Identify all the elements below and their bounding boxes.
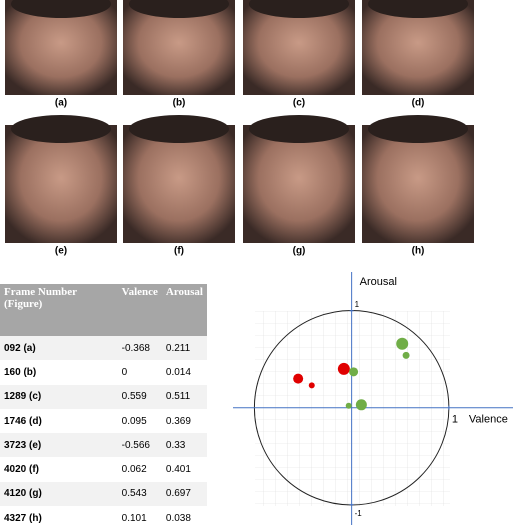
x-tick-label: 1 — [452, 414, 458, 426]
table-row: 3723 (e) -0.566 0.33 — [0, 433, 207, 458]
cell: 0.211 — [161, 336, 207, 361]
figure-label: (b) — [173, 98, 186, 109]
point — [396, 337, 409, 350]
cell: 0.038 — [165, 512, 191, 524]
face-hair — [249, 0, 349, 18]
point — [345, 402, 352, 409]
point — [355, 399, 367, 411]
point — [402, 351, 410, 359]
face-photo — [123, 125, 235, 243]
cell: 1746 (d) — [4, 415, 42, 427]
cell: 0.697 — [161, 481, 207, 507]
y-tick-label: -1 — [355, 509, 363, 518]
cell: 0.559 — [117, 384, 162, 409]
point — [337, 362, 350, 375]
cell: 0.014 — [165, 366, 191, 378]
cell: 0.101 — [121, 512, 147, 524]
x-axis-label: Valence — [469, 414, 508, 426]
point — [293, 373, 304, 384]
cell: 0.511 — [161, 384, 207, 409]
figure-label: (a) — [55, 98, 67, 109]
cell: 0.543 — [117, 481, 162, 507]
table-row: 4327 (h) 0.101 0.038 — [0, 506, 207, 530]
table-row: 1746 (d) 0.095 0.369 — [0, 409, 207, 433]
face-hair — [129, 0, 229, 18]
face-hair — [11, 0, 111, 18]
cell: 1289 (c) — [0, 384, 118, 409]
figure-label: (c) — [293, 98, 305, 109]
figure-label: (f) — [174, 246, 184, 257]
grid — [255, 311, 450, 506]
face-hair — [368, 115, 468, 143]
figure-label: (g) — [293, 246, 306, 257]
face-photo — [362, 125, 474, 243]
table-row: 1289 (c) 0.559 0.511 — [0, 384, 207, 409]
cell: 0.062 — [121, 464, 147, 476]
face-photo — [243, 125, 355, 243]
cell: 160 (b) — [4, 366, 37, 378]
point — [308, 382, 315, 389]
cell: 4327 (h) — [4, 512, 42, 524]
figure-label: (e) — [55, 246, 67, 257]
table-row: 160 (b) 0 0.014 — [0, 360, 207, 384]
cell: -0.368 — [117, 336, 162, 361]
figure-label: (h) — [412, 246, 425, 257]
table-row: 4020 (f) 0.062 0.401 — [0, 457, 207, 481]
header-cell: Arousal — [161, 284, 207, 336]
cell: 0.33 — [161, 433, 207, 458]
header-cell: Valence — [117, 284, 162, 336]
table-row: 092 (a) -0.368 0.211 — [0, 336, 207, 361]
cell: 0.095 — [121, 415, 147, 427]
cell: 092 (a) — [0, 336, 118, 361]
y-axis-label: Arousal — [360, 276, 397, 288]
figure-label: (d) — [412, 98, 425, 109]
cell: 0.401 — [165, 464, 191, 476]
cell: 0.369 — [165, 415, 191, 427]
cell: -0.566 — [117, 433, 162, 458]
cell: 0 — [121, 366, 128, 378]
face-photo — [5, 125, 117, 243]
face-hair — [368, 0, 468, 18]
face-hair — [249, 115, 349, 143]
header-cell: Frame Number (Figure) — [0, 284, 118, 336]
cell: 4120 (g) — [0, 481, 118, 507]
face-hair — [11, 115, 111, 143]
cell: 4020 (f) — [4, 464, 40, 476]
table: Frame Number (Figure) Valence Arousal 092 (… — [0, 284, 207, 530]
y-tick-label: 1 — [355, 300, 360, 309]
table-row: 4120 (g) 0.543 0.697 — [0, 481, 207, 507]
point — [349, 367, 359, 377]
cell: 3723 (e) — [0, 433, 118, 458]
face-hair — [129, 115, 229, 143]
